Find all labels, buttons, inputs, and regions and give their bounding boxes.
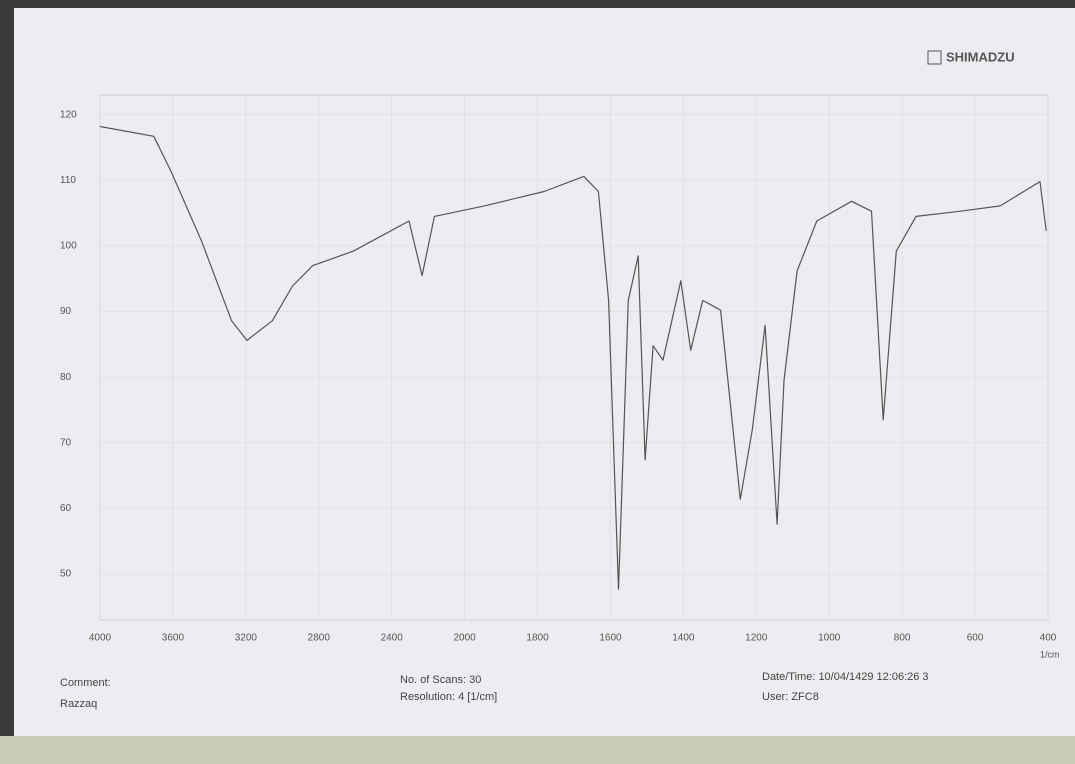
resolution: Resolution: 4 [1/cm] <box>400 691 497 703</box>
x-tick-label: 1200 <box>745 633 768 644</box>
datetime: Date/Time: 10/04/1429 12:06:26 3 <box>762 671 929 683</box>
x-tick-label: 600 <box>967 633 984 644</box>
x-tick-label: 2400 <box>381 633 404 644</box>
x-tick-label: 1400 <box>672 633 695 644</box>
brand: SHIMADZU <box>946 49 1015 64</box>
x-tick-label: 3600 <box>162 633 185 644</box>
logo-mark <box>927 50 942 65</box>
y-tick-label: 100 <box>60 241 77 252</box>
x-tick-label: 2800 <box>308 633 331 644</box>
scans: No. of Scans: 30 <box>400 674 481 686</box>
y-tick-label: 70 <box>60 437 72 448</box>
y-tick-label: 110 <box>60 175 76 186</box>
y-tick-label: 60 <box>60 503 72 514</box>
x-axis-label: 1/cm <box>1040 649 1060 659</box>
x-tick-label: 800 <box>894 633 911 644</box>
x-tick-label: 1800 <box>526 633 549 644</box>
x-tick-label: 400 <box>1040 633 1057 644</box>
y-tick-label: 50 <box>60 569 72 580</box>
y-tick-label: 120 <box>60 109 77 120</box>
x-tick-label: 2000 <box>453 633 476 644</box>
spectrum-line <box>99 125 1047 590</box>
x-tick-label: 4000 <box>89 633 112 644</box>
paper <box>14 8 1075 756</box>
user: User: ZFC8 <box>762 691 819 703</box>
comment: Razzaq <box>60 698 97 710</box>
y-tick-label: 90 <box>60 306 72 317</box>
y-tick-label: 80 <box>60 372 72 383</box>
x-tick-label: 1600 <box>599 633 622 644</box>
x-tick-label: 1000 <box>818 633 841 644</box>
x-tick-label: 3200 <box>235 633 258 644</box>
desk <box>0 736 1075 764</box>
comment-label: Comment: <box>60 677 111 689</box>
